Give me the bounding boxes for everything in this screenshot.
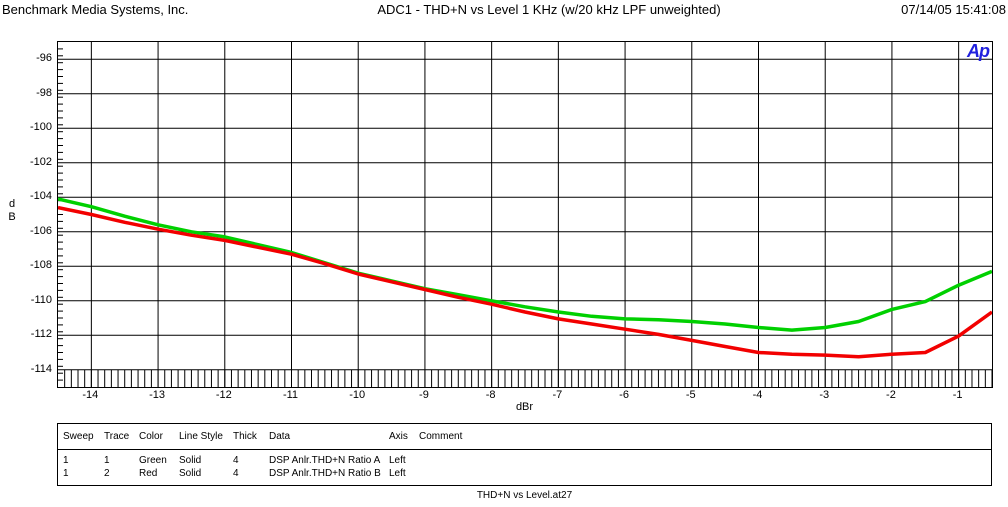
x-tick-label: -6 bbox=[619, 389, 629, 401]
plot-area: Ap bbox=[57, 41, 993, 388]
y-tick-label: -114 bbox=[30, 362, 52, 375]
x-tick-label: -1 bbox=[952, 389, 963, 401]
x-tick-label: -7 bbox=[552, 389, 563, 401]
legend-cell: 2 bbox=[104, 468, 110, 479]
legend-cell: 1 bbox=[104, 455, 110, 466]
y-tick-label: -112 bbox=[30, 328, 52, 341]
x-tick-label: -2 bbox=[886, 389, 896, 401]
y-tick-label: -108 bbox=[29, 259, 52, 272]
legend-cell: 1 bbox=[63, 468, 69, 479]
trace-1 bbox=[58, 197, 992, 332]
x-tick-label: -3 bbox=[819, 389, 830, 401]
legend-header-cell: Axis bbox=[389, 431, 408, 442]
legend-cell: 4 bbox=[233, 455, 239, 466]
y-tick-label: -104 bbox=[29, 190, 52, 203]
x-tick-label: -10 bbox=[349, 389, 366, 401]
y-tick-label: -106 bbox=[29, 224, 52, 237]
x-tick-label: -13 bbox=[149, 389, 166, 401]
legend-cell: 4 bbox=[233, 468, 239, 479]
y-tick-label: -100 bbox=[29, 121, 52, 134]
chart-title: ADC1 - THD+N vs Level 1 KHz (w/20 kHz LP… bbox=[377, 2, 721, 17]
legend-table: Sweep Trace Color Line Style Thick Data Axis Co… bbox=[57, 423, 992, 486]
y-tick-label: -96 bbox=[36, 52, 52, 65]
x-tick-label: -11 bbox=[282, 389, 299, 401]
x-tick-label: -5 bbox=[685, 389, 696, 401]
y-tick-label: -110 bbox=[30, 293, 52, 306]
ap-logo: Ap bbox=[967, 41, 990, 61]
x-tick-label: -9 bbox=[419, 389, 429, 401]
legend-cell: 1 bbox=[63, 455, 69, 466]
legend-cell: Left bbox=[389, 455, 406, 466]
legend-header-cell: Thick bbox=[233, 431, 257, 442]
legend-cell: Red bbox=[139, 468, 158, 479]
legend-cell: Solid bbox=[179, 455, 202, 466]
x-tick-label: -4 bbox=[752, 389, 763, 401]
legend-header-cell: Color bbox=[139, 431, 163, 442]
y-tick-label: -98 bbox=[36, 86, 52, 99]
x-tick-label: -12 bbox=[215, 389, 232, 401]
x-tick-label: -14 bbox=[82, 389, 99, 401]
timestamp: 07/14/05 15:41:08 bbox=[901, 2, 1006, 17]
legend-header-separator bbox=[58, 449, 991, 450]
legend-cell: DSP Anlr.THD+N Ratio B bbox=[269, 468, 381, 479]
legend-header-cell: Line Style bbox=[179, 431, 223, 442]
y-tick-label: -102 bbox=[29, 155, 52, 168]
legend-header-cell: Comment bbox=[419, 431, 463, 442]
legend-cell: Green bbox=[139, 455, 167, 466]
x-tick-label: -8 bbox=[485, 389, 496, 401]
trace-2 bbox=[58, 205, 992, 359]
legend-header-cell: Sweep bbox=[63, 431, 94, 442]
footer-filename: THD+N vs Level.at27 bbox=[476, 490, 573, 501]
legend-cell: DSP Anlr.THD+N Ratio A bbox=[269, 455, 381, 466]
legend-cell: Left bbox=[389, 468, 406, 479]
company-name: Benchmark Media Systems, Inc. bbox=[2, 2, 189, 17]
legend-cell: Solid bbox=[179, 468, 202, 479]
chart-canvas bbox=[58, 42, 992, 387]
x-axis-title: dBr bbox=[515, 401, 534, 413]
legend-header-cell: Data bbox=[269, 431, 291, 442]
legend-header-cell: Trace bbox=[104, 431, 130, 442]
